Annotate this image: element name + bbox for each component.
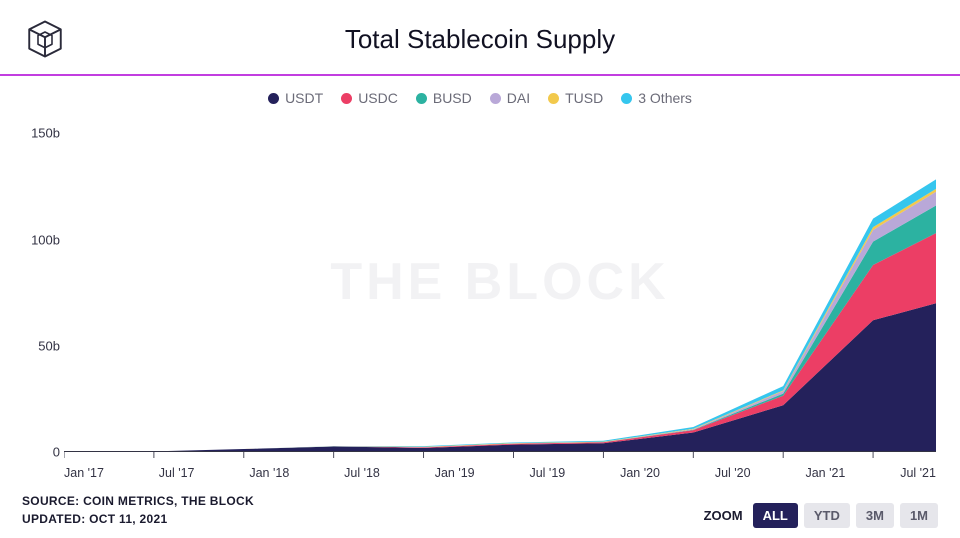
legend-swatch [416, 93, 427, 104]
legend-label: 3 Others [638, 90, 692, 106]
zoom-button-1m[interactable]: 1M [900, 503, 938, 528]
source-line: SOURCE: COIN METRICS, THE BLOCK [22, 492, 254, 510]
x-tick-label: Jan '19 [435, 466, 475, 480]
legend-label: DAI [507, 90, 530, 106]
chart-legend: USDT USDC BUSD DAI TUSD 3 Others [0, 76, 960, 112]
y-axis: 050b100b150b [16, 112, 60, 452]
x-tick-label: Jul '17 [159, 466, 195, 480]
chart-header: Total Stablecoin Supply [0, 0, 960, 76]
chart-footer: SOURCE: COIN METRICS, THE BLOCK UPDATED:… [22, 492, 938, 528]
x-tick-label: Jul '18 [344, 466, 380, 480]
x-tick-label: Jan '17 [64, 466, 104, 480]
y-tick-label: 0 [16, 445, 60, 460]
x-tick-label: Jan '21 [805, 466, 845, 480]
x-tick-label: Jul '21 [900, 466, 936, 480]
x-axis-line [64, 451, 936, 452]
y-tick-label: 50b [16, 338, 60, 353]
stacked-area-svg [64, 112, 936, 452]
legend-item[interactable]: DAI [490, 90, 530, 106]
source-block: SOURCE: COIN METRICS, THE BLOCK UPDATED:… [22, 492, 254, 528]
legend-item[interactable]: BUSD [416, 90, 472, 106]
x-tick-label: Jan '20 [620, 466, 660, 480]
legend-item[interactable]: TUSD [548, 90, 603, 106]
x-tick-label: Jan '18 [249, 466, 289, 480]
chart-area: THE BLOCK 050b100b150b Jan '17Jul '17Jan… [0, 112, 960, 480]
zoom-label: ZOOM [704, 508, 743, 523]
legend-item[interactable]: 3 Others [621, 90, 692, 106]
legend-swatch [490, 93, 501, 104]
legend-swatch [341, 93, 352, 104]
zoom-button-3m[interactable]: 3M [856, 503, 894, 528]
legend-item[interactable]: USDT [268, 90, 323, 106]
legend-swatch [548, 93, 559, 104]
plot-region: THE BLOCK 050b100b150b [64, 112, 936, 452]
legend-label: USDC [358, 90, 398, 106]
legend-swatch [621, 93, 632, 104]
legend-item[interactable]: USDC [341, 90, 398, 106]
zoom-button-ytd[interactable]: YTD [804, 503, 850, 528]
zoom-controls: ZOOM ALLYTD3M1M [704, 503, 938, 528]
legend-label: USDT [285, 90, 323, 106]
x-tick-marks [64, 452, 936, 460]
x-tick-label: Jul '19 [529, 466, 565, 480]
zoom-button-all[interactable]: ALL [753, 503, 798, 528]
y-tick-label: 100b [16, 232, 60, 247]
chart-title: Total Stablecoin Supply [66, 24, 894, 55]
x-axis: Jan '17 Jul '17 Jan '18 Jul '18 Jan '19 Jul '… [64, 460, 936, 480]
x-tick-label: Jul '20 [715, 466, 751, 480]
y-tick-label: 150b [16, 126, 60, 141]
legend-swatch [268, 93, 279, 104]
legend-label: TUSD [565, 90, 603, 106]
updated-line: UPDATED: OCT 11, 2021 [22, 510, 254, 528]
brand-logo-icon [24, 18, 66, 60]
legend-label: BUSD [433, 90, 472, 106]
